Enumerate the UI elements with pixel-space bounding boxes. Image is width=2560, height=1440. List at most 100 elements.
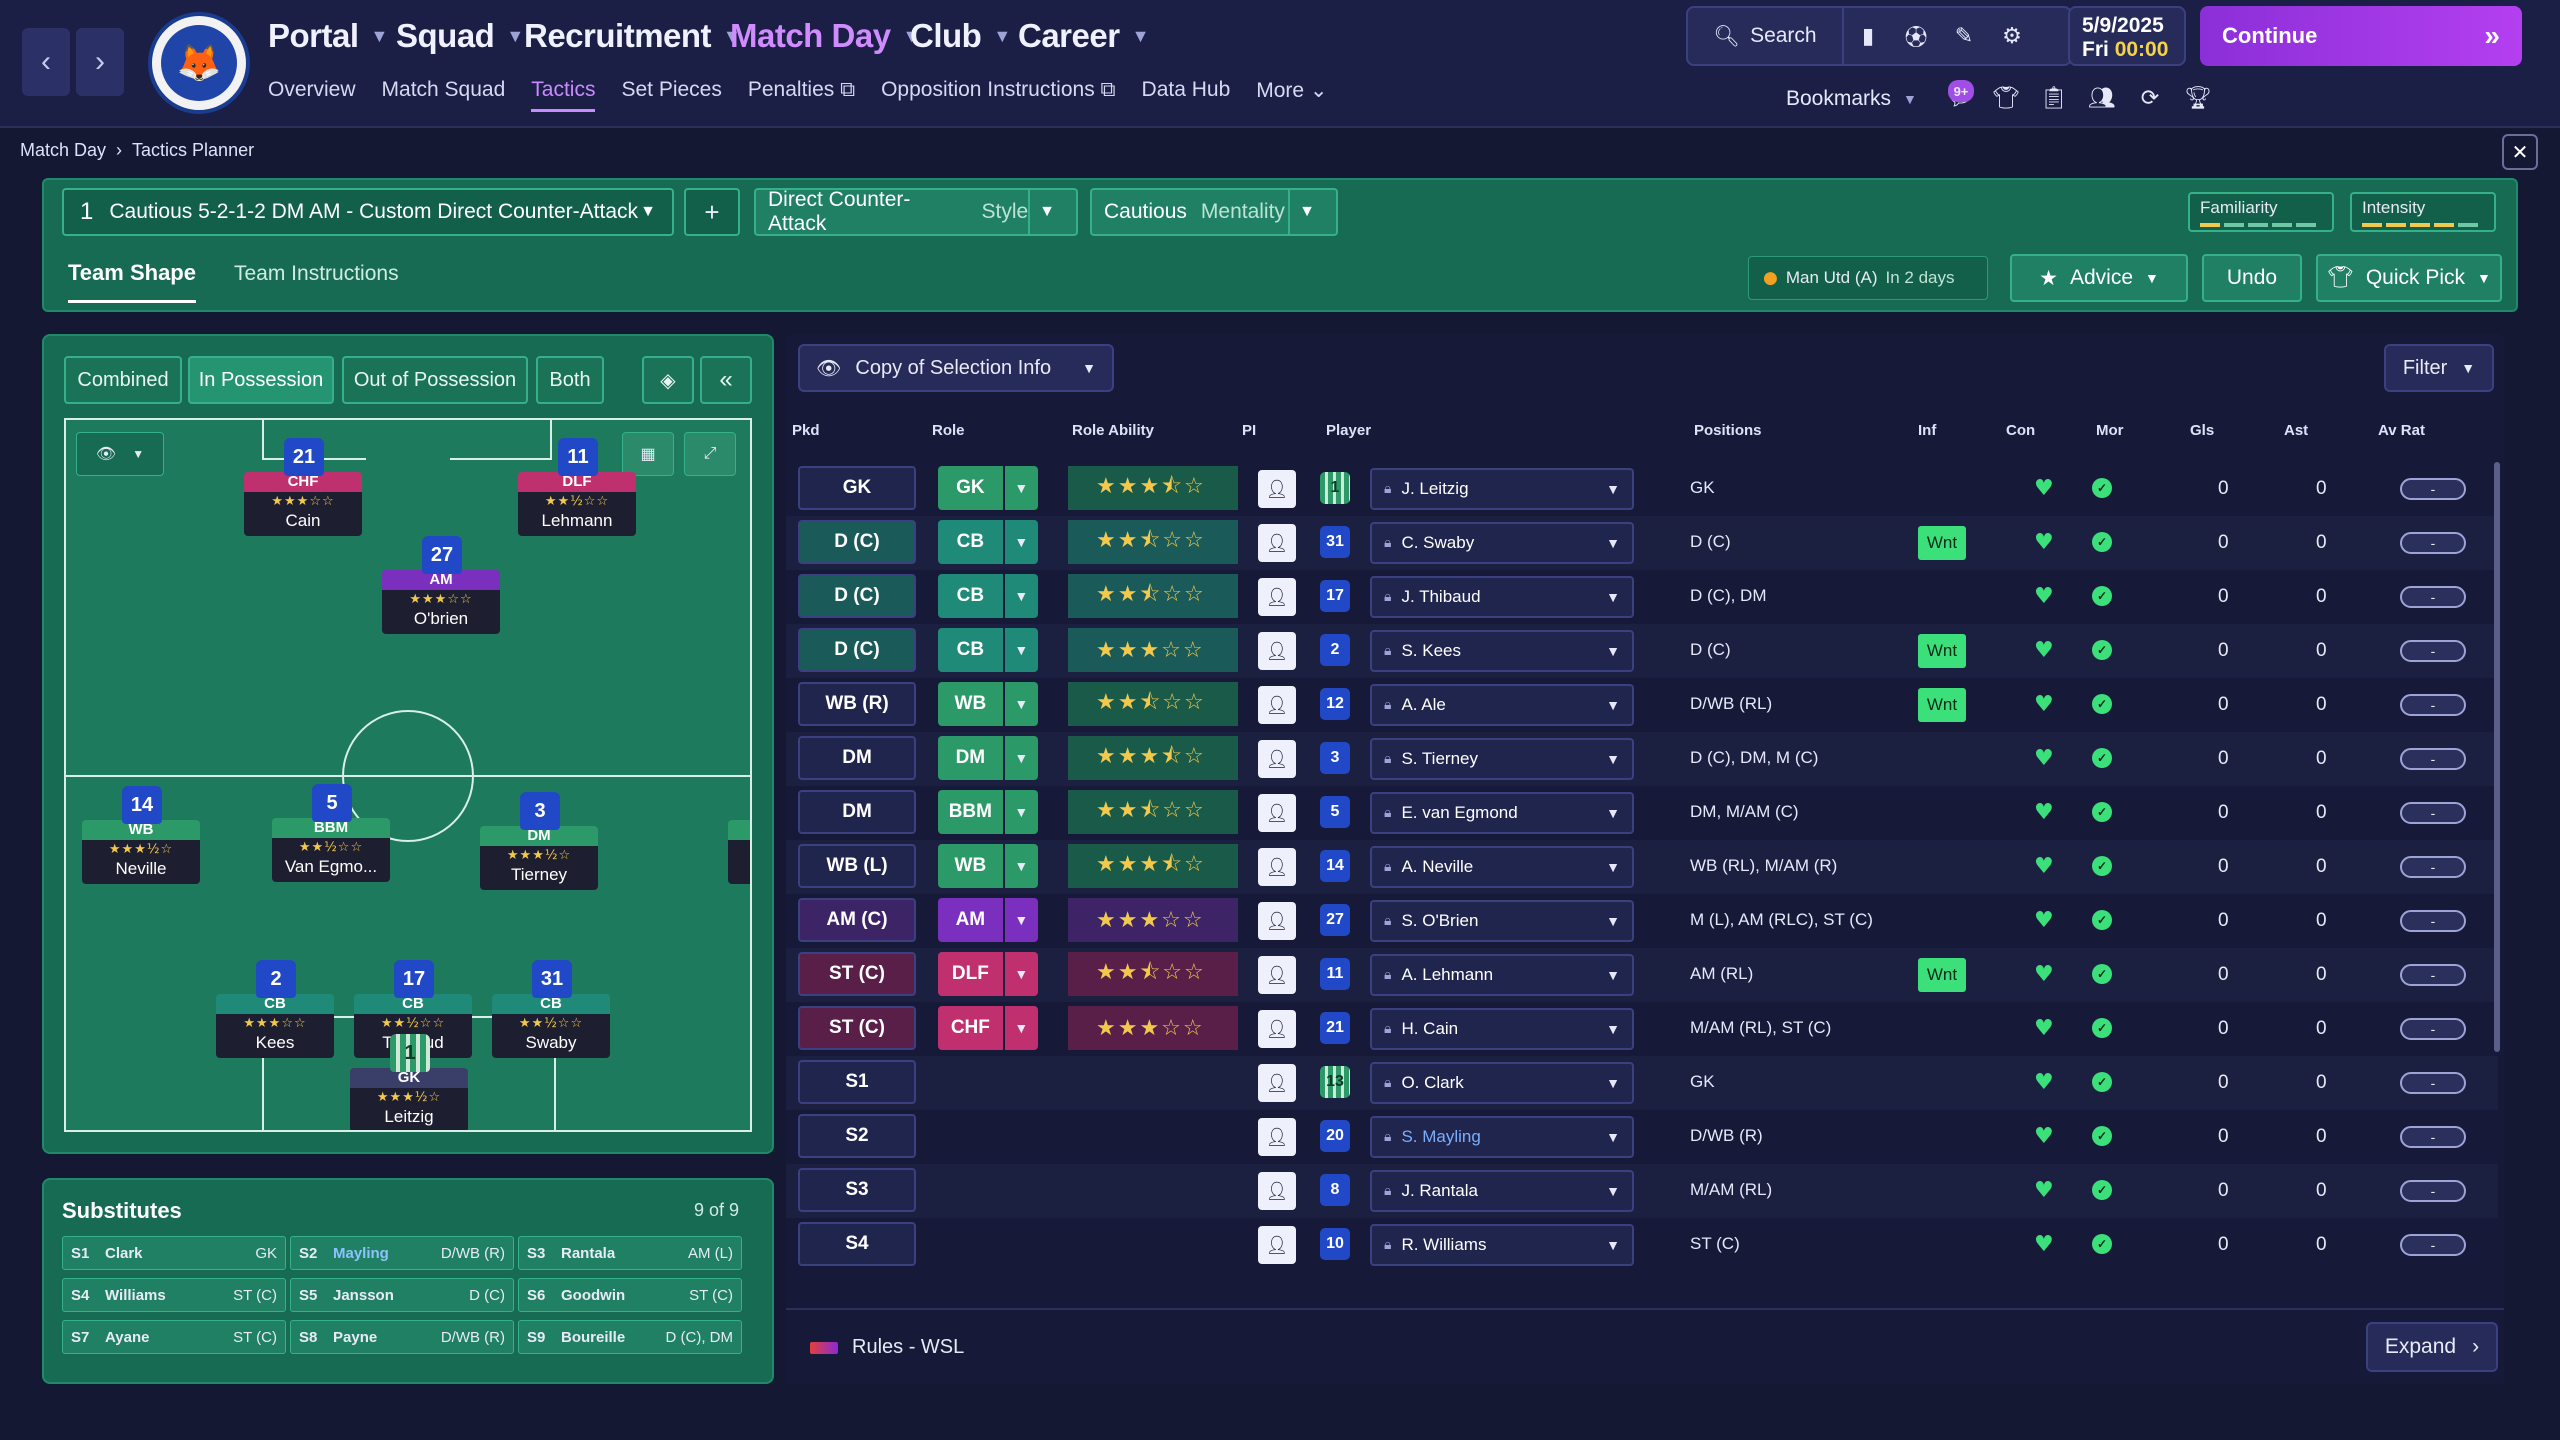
pitch-tab[interactable]: Both: [536, 356, 604, 404]
table-row[interactable]: DM BBM ▼ ★★⯪☆☆ 👤︎ 5 🔒︎ E. van Egmond ▼ DM, M/AM (…: [786, 786, 2498, 840]
subnav-item[interactable]: Data Hub: [1141, 78, 1231, 101]
picked-position[interactable]: S1: [798, 1060, 916, 1104]
tab-team-shape[interactable]: Team Shape: [68, 260, 196, 303]
pitch-player[interactable]: 2 CB ★★★☆☆ Kees: [216, 960, 334, 1058]
subnav-item[interactable]: Set Pieces: [621, 78, 722, 101]
subnav-item[interactable]: More ⌄: [1256, 79, 1328, 102]
pen-icon[interactable]: ✎: [1954, 23, 1974, 49]
pitch-tab[interactable]: Combined: [64, 356, 182, 404]
column-header[interactable]: Player: [1326, 422, 1372, 439]
tactic-select[interactable]: 1 Cautious 5-2-1-2 DM AM - Custom Direct…: [62, 188, 674, 236]
player-instructions-icon[interactable]: 👤︎: [1258, 794, 1296, 832]
grid-icon[interactable]: ▦: [622, 432, 674, 476]
role-select[interactable]: DLF ▼: [938, 952, 1038, 996]
rules-label[interactable]: Rules - WSL: [810, 1336, 964, 1359]
pitch-player[interactable]: 11 DLF ★★½☆☆ Lehmann: [518, 438, 636, 536]
back-button[interactable]: ‹: [22, 28, 70, 96]
substitute-item[interactable]: S7 Ayane ST (C): [62, 1320, 286, 1354]
nav-portal[interactable]: Portal ▼: [268, 17, 388, 54]
column-header[interactable]: PI: [1242, 422, 1257, 439]
role-select[interactable]: CB ▼: [938, 628, 1038, 672]
substitute-item[interactable]: S1 Clark GK: [62, 1236, 286, 1270]
player-select[interactable]: 🔒︎ A. Lehmann ▼: [1370, 954, 1634, 996]
table-row[interactable]: GK GK ▼ ★★★⯪☆ 👤︎ 1 🔒︎ J. Leitzig ▼ GK ♥ ✓ 0 0-: [786, 462, 2498, 516]
breadcrumb-parent[interactable]: Match Day: [20, 140, 107, 160]
picked-position[interactable]: GK: [798, 466, 916, 510]
table-row[interactable]: D (C) CB ▼ ★★★☆☆ 👤︎ 2 🔒︎ S. Kees ▼ D (C) Wnt ♥ ✓ 0 0-: [786, 624, 2498, 678]
subnav-item[interactable]: Overview: [268, 78, 356, 101]
player-instructions-icon[interactable]: 👤︎: [1258, 902, 1296, 940]
player-instructions-icon[interactable]: 👤︎: [1258, 1010, 1296, 1048]
table-row[interactable]: D (C) CB ▼ ★★⯪☆☆ 👤︎ 31 🔒︎ C. Swaby ▼ D (C) Wnt ♥ ✓ 0 0…: [786, 516, 2498, 570]
table-row[interactable]: ST (C) DLF ▼ ★★⯪☆☆ 👤︎ 11 🔒︎ A. Lehmann ▼ AM (RL) W…: [786, 948, 2498, 1002]
column-header[interactable]: Pkd: [792, 422, 820, 439]
player-select[interactable]: 🔒︎ O. Clark ▼: [1370, 1062, 1634, 1104]
expand-button[interactable]: Expand ›: [2366, 1322, 2498, 1372]
picked-position[interactable]: DM: [798, 736, 916, 780]
player-select[interactable]: 🔒︎ J. Thibaud ▼: [1370, 576, 1634, 618]
player-instructions-icon[interactable]: 👤︎: [1258, 1118, 1296, 1156]
role-select[interactable]: WB ▼: [938, 844, 1038, 888]
forward-button[interactable]: ›: [76, 28, 124, 96]
pitch-player[interactable]: 31 CB ★★½☆☆ Swaby: [492, 960, 610, 1058]
player-select[interactable]: 🔒︎ A. Neville ▼: [1370, 846, 1634, 888]
filter-button[interactable]: Filter ▼: [2384, 344, 2494, 392]
role-select[interactable]: DM ▼: [938, 736, 1038, 780]
player-instructions-icon[interactable]: 👤︎: [1258, 524, 1296, 562]
table-row[interactable]: S4 👤︎ 10 🔒︎ R. Williams ▼ ST (C) ♥ ✓ 0 0 -: [786, 1218, 2498, 1272]
pitch-tab[interactable]: In Possession: [188, 356, 334, 404]
close-button[interactable]: ✕: [2502, 134, 2538, 170]
player-instructions-icon[interactable]: 👤︎: [1258, 686, 1296, 724]
column-header[interactable]: Ast: [2284, 422, 2309, 439]
player-select[interactable]: 🔒︎ S. O'Brien ▼: [1370, 900, 1634, 942]
role-select[interactable]: BBM ▼: [938, 790, 1038, 834]
substitute-item[interactable]: S2 Mayling D/WB (R): [290, 1236, 514, 1270]
clipboard-icon[interactable]: 📋︎: [2040, 85, 2068, 111]
player-select[interactable]: 🔒︎ R. Williams ▼: [1370, 1224, 1634, 1266]
gear-icon[interactable]: ⚙: [2002, 23, 2022, 49]
substitute-item[interactable]: S6 Goodwin ST (C): [518, 1278, 742, 1312]
table-row[interactable]: WB (R) WB ▼ ★★⯪☆☆ 👤︎ 12 🔒︎ A. Ale ▼ D/WB (RL) Wnt ♥…: [786, 678, 2498, 732]
picked-position[interactable]: WB (L): [798, 844, 916, 888]
pitch-player[interactable]: 12WB★★½☆☆Ale: [728, 820, 750, 884]
player-select[interactable]: 🔒︎ A. Ale ▼: [1370, 684, 1634, 726]
pitch-options-button[interactable]: ◈: [642, 356, 694, 404]
substitute-item[interactable]: S4 Williams ST (C): [62, 1278, 286, 1312]
staff-icon[interactable]: 👥︎: [2088, 85, 2116, 111]
nav-match-day[interactable]: Match Day ▼: [730, 17, 920, 54]
picked-position[interactable]: WB (R): [798, 682, 916, 726]
column-header[interactable]: Role: [932, 422, 965, 439]
nav-career[interactable]: Career ▼: [1018, 17, 1149, 54]
subnav-item[interactable]: Opposition Instructions ⧉: [881, 78, 1116, 101]
nav-recruitment[interactable]: Recruitment ▼: [524, 17, 741, 54]
table-row[interactable]: DM DM ▼ ★★★⯪☆ 👤︎ 3 🔒︎ S. Tierney ▼ D (C), DM, M (…: [786, 732, 2498, 786]
role-select[interactable]: AM ▼: [938, 898, 1038, 942]
intensity-meter[interactable]: Intensity: [2350, 192, 2496, 232]
search-button[interactable]: 🔍︎ Search: [1688, 8, 1844, 64]
quick-pick-button[interactable]: 👕︎ Quick Pick ▼: [2316, 254, 2502, 302]
picked-position[interactable]: ST (C): [798, 952, 916, 996]
pitch-tab[interactable]: Out of Possession: [342, 356, 528, 404]
pitch-player[interactable]: 1 GK ★★★½☆ Leitzig: [350, 1034, 468, 1130]
shirt-icon[interactable]: 👕︎: [1992, 85, 2020, 111]
table-row[interactable]: WB (L) WB ▼ ★★★⯪☆ 👤︎ 14 🔒︎ A. Neville ▼ WB (RL), …: [786, 840, 2498, 894]
player-instructions-icon[interactable]: 👤︎: [1258, 1172, 1296, 1210]
column-header[interactable]: Gls: [2190, 422, 2215, 439]
column-header[interactable]: Con: [2006, 422, 2036, 439]
picked-position[interactable]: S2: [798, 1114, 916, 1158]
undo-button[interactable]: Undo: [2202, 254, 2302, 302]
pitch-player[interactable]: 27 AM ★★★☆☆ O'brien: [382, 536, 500, 634]
pitch-player[interactable]: 3 DM ★★★½☆ Tierney: [480, 792, 598, 890]
role-select[interactable]: CB ▼: [938, 520, 1038, 564]
picked-position[interactable]: D (C): [798, 628, 916, 672]
player-select[interactable]: 🔒︎ S. Mayling ▼: [1370, 1116, 1634, 1158]
player-instructions-icon[interactable]: 👤︎: [1258, 740, 1296, 778]
table-row[interactable]: D (C) CB ▼ ★★⯪☆☆ 👤︎ 17 🔒︎ J. Thibaud ▼ D (C), DM ♥…: [786, 570, 2498, 624]
role-select[interactable]: WB ▼: [938, 682, 1038, 726]
column-header[interactable]: Mor: [2096, 422, 2124, 439]
subnav-item[interactable]: Tactics: [531, 78, 596, 112]
role-select[interactable]: CB ▼: [938, 574, 1038, 618]
column-header[interactable]: Inf: [1918, 422, 1937, 439]
substitute-item[interactable]: S9 Boureille D (C), DM: [518, 1320, 742, 1354]
player-instructions-icon[interactable]: 👤︎: [1258, 470, 1296, 508]
